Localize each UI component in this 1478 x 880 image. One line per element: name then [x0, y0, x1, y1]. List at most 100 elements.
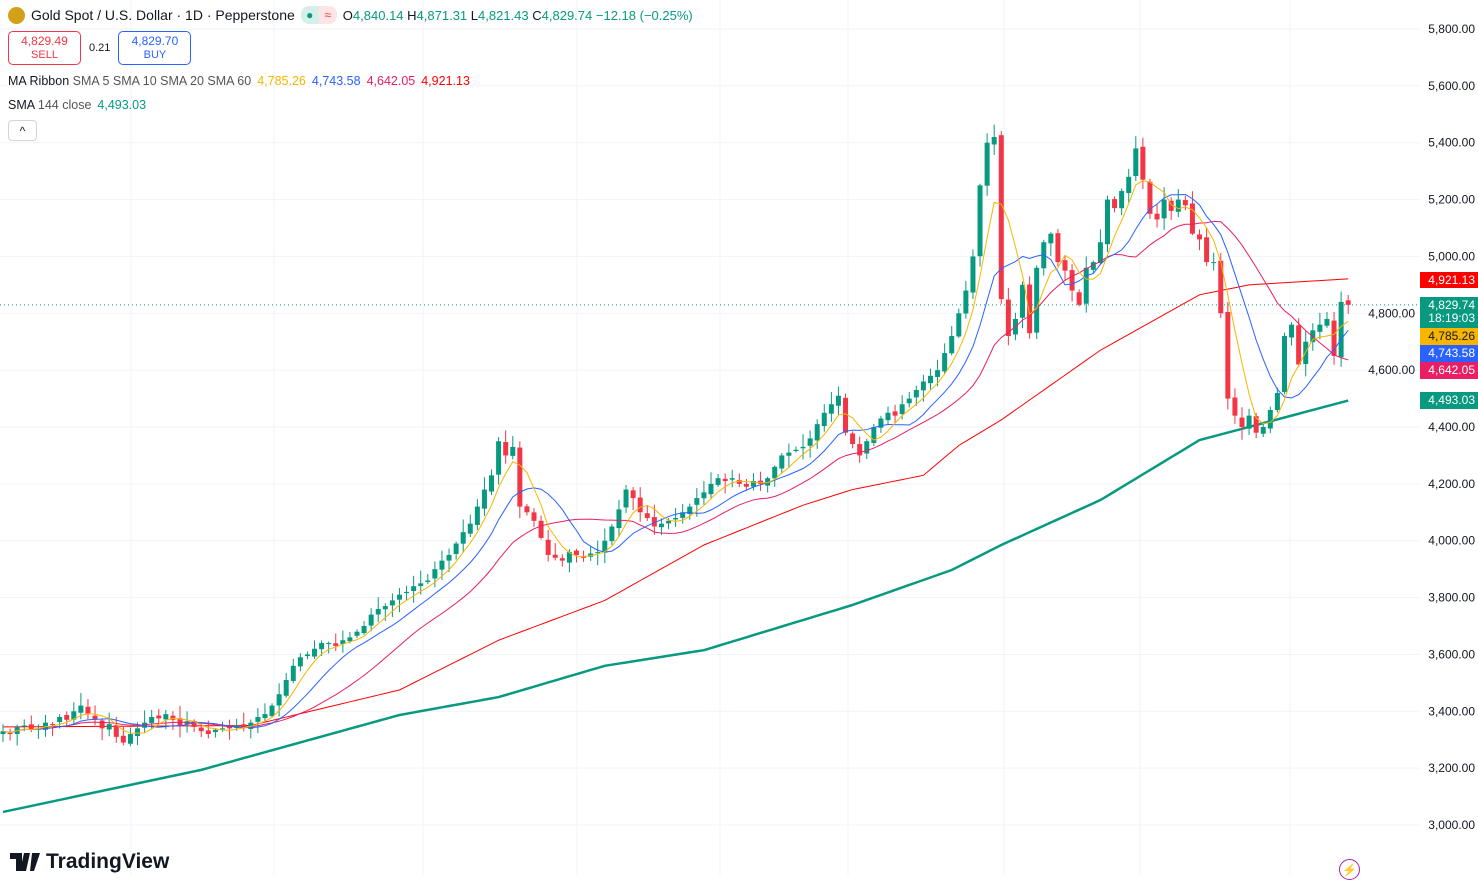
chevron-up-icon: ^ — [19, 123, 26, 138]
candle-body — [425, 580, 431, 582]
candle-body — [800, 446, 806, 449]
tradingview-logo[interactable]: TradingView — [10, 850, 169, 874]
candle-body — [538, 520, 544, 538]
candle-body — [7, 732, 13, 735]
candle-body — [354, 631, 360, 636]
candle-body — [1090, 262, 1096, 270]
candle-body — [1154, 213, 1160, 220]
last-price-tag-bg — [1420, 297, 1478, 328]
candle-body — [970, 256, 976, 293]
sma144-legend[interactable]: SMA 144 close 4,493.03 — [8, 98, 147, 112]
candle-body — [474, 506, 480, 525]
candle-body — [467, 523, 473, 534]
candle-body — [807, 438, 813, 446]
candle-body — [453, 543, 459, 554]
candle-body — [694, 498, 700, 505]
candle-body — [297, 657, 303, 667]
candle-body — [1246, 415, 1252, 429]
candle-body — [1274, 392, 1280, 410]
candle-body — [283, 680, 289, 696]
sma20-price-tag: 4,642.05 — [1428, 363, 1475, 377]
candle-body — [687, 506, 693, 515]
candle-body — [1239, 417, 1245, 428]
candle-body — [927, 375, 933, 384]
candle-body — [28, 724, 34, 730]
candle-body — [524, 506, 530, 513]
candle-body — [906, 398, 912, 404]
candle-body — [276, 694, 282, 706]
candle-body — [623, 489, 629, 508]
candle-body — [382, 606, 388, 610]
candle-body — [998, 135, 1004, 300]
ma-ribbon-legend[interactable]: MA Ribbon SMA 5 SMA 10 SMA 20 SMA 60 4,7… — [8, 74, 470, 88]
candle-body — [163, 714, 169, 720]
candle-body — [552, 554, 558, 558]
buy-button[interactable]: 4,829.70 BUY — [118, 31, 192, 65]
candle-body — [920, 381, 926, 391]
candle-body — [949, 336, 955, 354]
candle-body — [602, 540, 608, 553]
candle-body — [871, 427, 877, 444]
market-status[interactable]: ● ≈ — [300, 6, 337, 24]
symbol-title[interactable]: Gold Spot / U.S. Dollar · 1D · Peppersto… — [31, 7, 295, 23]
candle-body — [1005, 299, 1011, 337]
candle-body — [50, 724, 56, 726]
candle-body — [595, 552, 601, 554]
candle-body — [389, 600, 395, 606]
candle-body — [828, 404, 834, 414]
candle-body — [1218, 260, 1224, 314]
sma20-price-tag-bg — [1420, 362, 1478, 379]
candle-body — [1168, 200, 1174, 211]
collapse-legend-button[interactable]: ^ — [8, 120, 37, 141]
candle-body — [212, 729, 218, 733]
y-tick-label: 4,800.00 — [1368, 306, 1415, 320]
sell-button[interactable]: 4,829.49 SELL — [8, 31, 81, 65]
candle-body — [609, 526, 615, 542]
candle-body — [92, 715, 98, 720]
candle-body — [878, 418, 884, 428]
sma10-price-tag-bg — [1420, 345, 1478, 362]
candle-body — [1345, 300, 1351, 305]
candle-body — [361, 626, 367, 634]
candle-body — [78, 705, 84, 713]
candle-body — [0, 731, 6, 735]
candle-body — [432, 569, 438, 579]
candle-body — [290, 665, 296, 681]
candle-body — [857, 444, 863, 456]
candle-body — [64, 715, 70, 720]
candle-body — [57, 716, 63, 723]
candle-body — [375, 608, 381, 615]
candle-body — [892, 411, 898, 416]
candle-body — [312, 648, 318, 657]
candle-body — [149, 716, 155, 723]
candle-body — [658, 523, 664, 528]
candle-body — [772, 466, 778, 479]
last-price-tag: 18:19:03 — [1428, 311, 1475, 325]
candle-body — [99, 720, 105, 729]
candle-body — [106, 724, 112, 730]
lightning-icon[interactable]: ⚡ — [1339, 859, 1360, 880]
candle-body — [227, 726, 233, 729]
candle-body — [573, 550, 579, 555]
candle-body — [120, 735, 126, 743]
candle-body — [885, 412, 891, 421]
sma60-price-tag-bg — [1420, 272, 1478, 288]
candle-body — [411, 586, 417, 592]
sma144-price-tag-bg — [1420, 392, 1478, 409]
candle-body — [496, 441, 502, 475]
sma20-line — [2, 220, 1349, 734]
y-tick-label: 3,600.00 — [1428, 647, 1475, 661]
candle-body — [793, 449, 799, 451]
candle-body — [241, 724, 247, 727]
sma10-line — [2, 193, 1349, 734]
candle-body — [736, 480, 742, 484]
candle-body — [21, 725, 27, 727]
candle-body — [170, 715, 176, 720]
candle-body — [418, 583, 424, 587]
candle-body — [135, 728, 141, 736]
candle-body — [191, 721, 197, 727]
candle-body — [729, 478, 735, 480]
sma144-price-tag: 4,493.03 — [1428, 393, 1475, 407]
sma60-line — [2, 278, 1349, 728]
